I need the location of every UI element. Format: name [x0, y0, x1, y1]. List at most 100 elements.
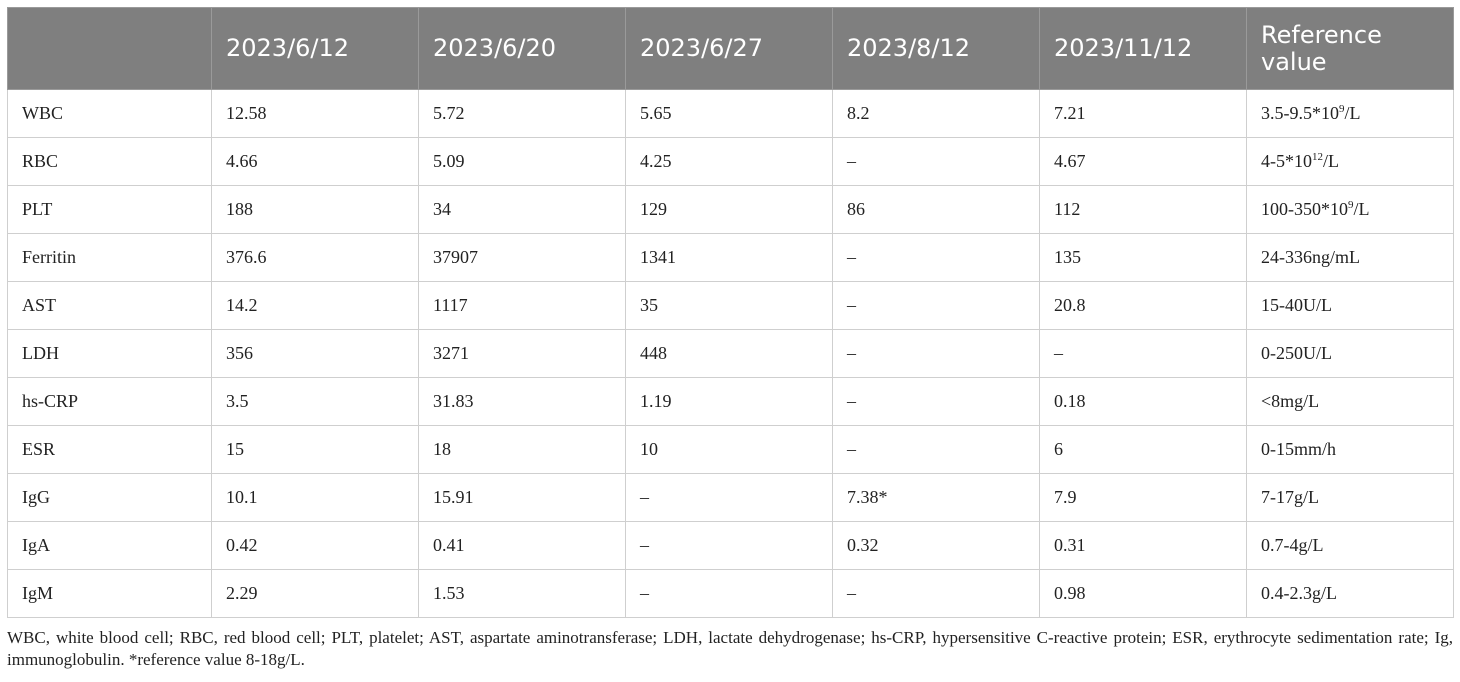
reference-cell: 15-40U/L — [1246, 281, 1454, 330]
reference-cell: 4-5*1012/L — [1246, 137, 1454, 186]
value-cell: – — [832, 569, 1040, 618]
header-cell-date-2: 2023/6/20 — [418, 7, 626, 90]
reference-text: 3.5-9.5*10 — [1261, 103, 1339, 123]
value-cell: 7.21 — [1039, 89, 1247, 138]
reference-text: 0-15mm/h — [1261, 439, 1336, 459]
value-cell: 86 — [832, 185, 1040, 234]
value-cell: – — [832, 233, 1040, 282]
table-row: IgG 10.1 15.91–7.38* 7.9 7-17g/L — [7, 473, 1454, 522]
value-cell: 376.6 — [211, 233, 419, 282]
row-label-cell: IgM — [7, 569, 212, 618]
row-label-cell: IgG — [7, 473, 212, 522]
value-cell: 112 — [1039, 185, 1247, 234]
value-cell: 0.42 — [211, 521, 419, 570]
header-cell-date-5: 2023/11/12 — [1039, 7, 1247, 90]
table-row: LDH 356 3271 448– –0-250U/L — [7, 329, 1454, 378]
value-cell: 10.1 — [211, 473, 419, 522]
value-cell: 7.9 — [1039, 473, 1247, 522]
reference-cell: 0-250U/L — [1246, 329, 1454, 378]
row-label-cell: ESR — [7, 425, 212, 474]
reference-exponent: 9 — [1339, 103, 1345, 115]
value-cell: 18 — [418, 425, 626, 474]
table-row: PLT 188 34 129 86 112 100-350*109/L — [7, 185, 1454, 234]
value-cell: – — [1039, 329, 1247, 378]
table-row: IgM 2.29 1.53– –0.98 0.4-2.3g/L — [7, 569, 1454, 618]
reference-text: <8mg/L — [1261, 391, 1320, 411]
reference-cell: 3.5-9.5*109/L — [1246, 89, 1454, 138]
row-label-cell: AST — [7, 281, 212, 330]
table-row: RBC 4.66 5.09 4.25–4.67 4-5*1012/L — [7, 137, 1454, 186]
value-cell: – — [625, 569, 833, 618]
value-cell: – — [625, 521, 833, 570]
value-cell: 4.67 — [1039, 137, 1247, 186]
reference-cell: 24-336ng/mL — [1246, 233, 1454, 282]
value-cell: 12.58 — [211, 89, 419, 138]
reference-text: 0-250U/L — [1261, 343, 1332, 363]
header-cell-date-4: 2023/8/12 — [832, 7, 1040, 90]
reference-text: 24-336ng/mL — [1261, 247, 1360, 267]
value-cell: – — [832, 377, 1040, 426]
reference-text: 7-17g/L — [1261, 487, 1319, 507]
row-label-cell: LDH — [7, 329, 212, 378]
value-cell: 20.8 — [1039, 281, 1247, 330]
value-cell: 34 — [418, 185, 626, 234]
value-cell: 4.25 — [625, 137, 833, 186]
reference-cell: <8mg/L — [1246, 377, 1454, 426]
value-cell: 356 — [211, 329, 419, 378]
reference-unit: /L — [1353, 199, 1370, 219]
table-footnote: WBC, white blood cell; RBC, red blood ce… — [7, 628, 1453, 669]
row-label-cell: RBC — [7, 137, 212, 186]
value-cell: 1.53 — [418, 569, 626, 618]
value-cell: 0.98 — [1039, 569, 1247, 618]
reference-text: 15-40U/L — [1261, 295, 1332, 315]
value-cell: 1341 — [625, 233, 833, 282]
table-row: Ferritin 376.6 37907 1341–135 24-336ng/mL — [7, 233, 1454, 282]
value-cell: – — [832, 329, 1040, 378]
lab-results-table: 2023/6/12 2023/6/20 2023/6/27 2023/8/12 … — [7, 7, 1454, 618]
value-cell: 135 — [1039, 233, 1247, 282]
value-cell: 1117 — [418, 281, 626, 330]
table-row: AST 14.2 1117 35–20.8 15-40U/L — [7, 281, 1454, 330]
row-label-cell: WBC — [7, 89, 212, 138]
value-cell: 37907 — [418, 233, 626, 282]
value-cell: – — [625, 473, 833, 522]
value-cell: 31.83 — [418, 377, 626, 426]
row-label-cell: PLT — [7, 185, 212, 234]
lab-results-table-container: 2023/6/12 2023/6/20 2023/6/27 2023/8/12 … — [7, 7, 1454, 618]
value-cell: – — [832, 425, 1040, 474]
header-cell-blank — [7, 7, 212, 90]
reference-cell: 0.7-4g/L — [1246, 521, 1454, 570]
reference-text: 0.7-4g/L — [1261, 535, 1324, 555]
value-cell: 2.29 — [211, 569, 419, 618]
value-cell: 5.72 — [418, 89, 626, 138]
reference-cell: 0.4-2.3g/L — [1246, 569, 1454, 618]
table-row: hs-CRP 3.5 31.83 1.19–0.18 <8mg/L — [7, 377, 1454, 426]
reference-cell: 100-350*109/L — [1246, 185, 1454, 234]
value-cell: 6 — [1039, 425, 1247, 474]
value-cell: 0.31 — [1039, 521, 1247, 570]
value-cell: 188 — [211, 185, 419, 234]
value-cell: 14.2 — [211, 281, 419, 330]
reference-unit: /L — [1323, 151, 1339, 171]
table-header: 2023/6/12 2023/6/20 2023/6/27 2023/8/12 … — [7, 7, 1454, 90]
reference-cell: 7-17g/L — [1246, 473, 1454, 522]
value-cell: 448 — [625, 329, 833, 378]
header-cell-date-3: 2023/6/27 — [625, 7, 833, 90]
header-cell-reference: Reference value — [1246, 7, 1454, 90]
reference-text: 4-5*10 — [1261, 151, 1312, 171]
value-cell: 4.66 — [211, 137, 419, 186]
value-cell: 10 — [625, 425, 833, 474]
table-row: IgA 0.42 0.41–0.32 0.31 0.7-4g/L — [7, 521, 1454, 570]
value-cell: 129 — [625, 185, 833, 234]
value-cell: 5.65 — [625, 89, 833, 138]
value-cell: 8.2 — [832, 89, 1040, 138]
row-label-cell: IgA — [7, 521, 212, 570]
table-body: WBC 12.58 5.72 5.65 8.2 7.21 3.5-9.5*109/L RBC 4… — [7, 89, 1454, 618]
value-cell: 7.38* — [832, 473, 1040, 522]
table-row: WBC 12.58 5.72 5.65 8.2 7.21 3.5-9.5*109/L — [7, 89, 1454, 138]
value-cell: 0.41 — [418, 521, 626, 570]
value-cell: – — [832, 281, 1040, 330]
value-cell: 0.18 — [1039, 377, 1247, 426]
value-cell: 35 — [625, 281, 833, 330]
value-cell: 15 — [211, 425, 419, 474]
